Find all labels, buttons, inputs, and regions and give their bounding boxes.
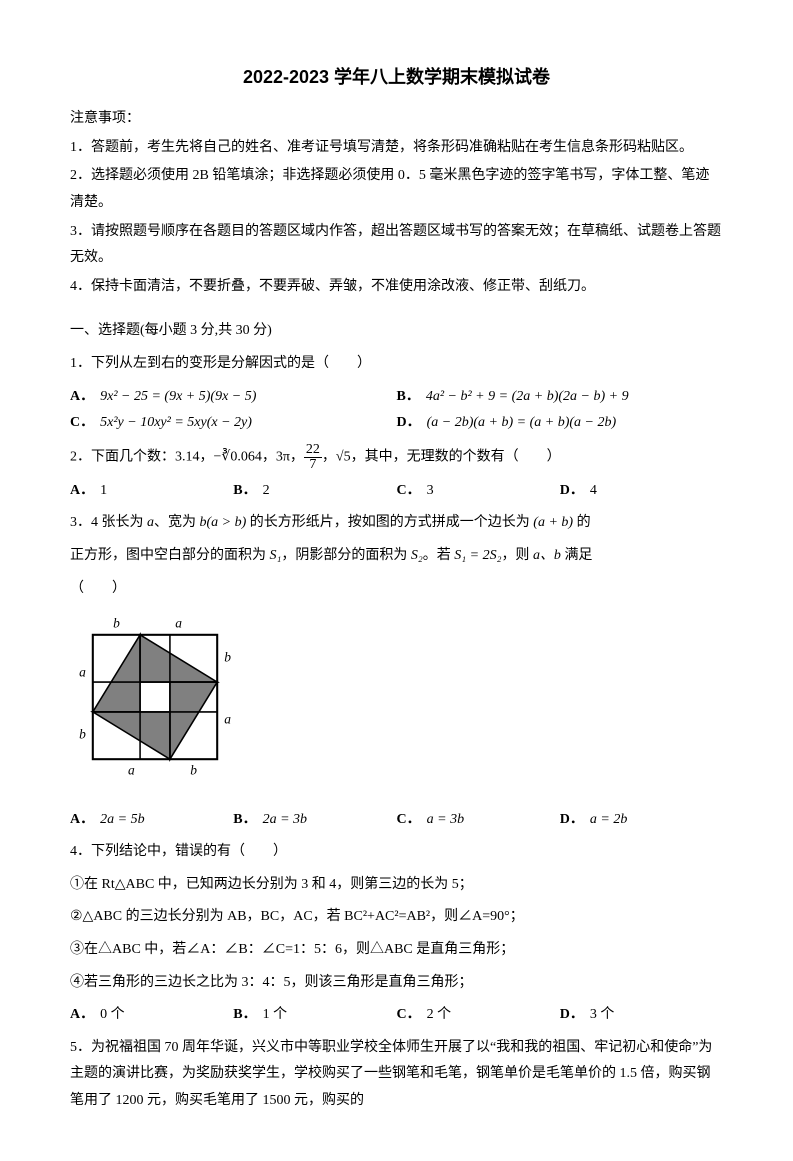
notice-heading: 注意事项： [70, 106, 723, 133]
question-3-options: A．2a = 5b B．2a = 3b C．a = 3b D．a = 2b [70, 807, 723, 834]
svg-text:b: b [79, 727, 86, 742]
notice-item: 3．请按照题号顺序在各题目的答题区域内作答，超出答题区域书写的答案无效；在草稿纸… [70, 219, 723, 272]
option-text: 2a = 3b [263, 812, 307, 827]
option-a: A．2a = 5b [70, 807, 233, 834]
option-b: B．1 个 [233, 1002, 396, 1029]
stem-math: S₁ = 2S₂ [454, 548, 501, 563]
question-2-stem: 2．下面几个数：3.14，−∛0.064，3π，227，√5，其中，无理数的个数… [70, 443, 723, 472]
stem-text: 、宽为 [154, 515, 200, 530]
option-text: a = 3b [427, 812, 464, 827]
option-text: 2 [263, 483, 270, 498]
stem-math: (a + b) [533, 515, 573, 530]
question-3-line2: 正方形，图中空白部分的面积为 S₁，阴影部分的面积为 S₂。若 S₁ = 2S₂… [70, 543, 723, 570]
question-3-figure: b a a b b a a b [70, 612, 723, 793]
page-title: 2022-2023 学年八上数学期末模拟试卷 [70, 60, 723, 94]
svg-text:a: a [79, 665, 86, 680]
stem-math: −∛0.064 [214, 449, 262, 464]
section-heading: 一、选择题(每小题 3 分,共 30 分) [70, 318, 723, 345]
numerator: 22 [304, 443, 322, 458]
stem-text: ，√5，其中，无理数的个数有（ ） [322, 449, 561, 464]
option-c: C．3 [397, 478, 560, 505]
question-4-sub1: ①在 Rt△ABC 中，已知两边长分别为 3 和 4，则第三边的长为 5； [70, 872, 723, 899]
option-text: 3 个 [590, 1007, 615, 1022]
option-a: A．0 个 [70, 1002, 233, 1029]
stem-math: a [147, 515, 154, 530]
square-diagram: b a a b b a a b [70, 612, 240, 782]
question-3-paren: （ ） [70, 576, 723, 603]
stem-math: S₂ [411, 548, 423, 563]
svg-text:b: b [113, 616, 120, 631]
option-d: D．3 个 [560, 1002, 723, 1029]
question-3-line1: 3．4 张长为 a、宽为 b(a > b) 的长方形纸片，按如图的方式拼成一个边… [70, 510, 723, 537]
notice-item: 4．保持卡面清洁，不要折叠，不要弄破、弄皱，不准使用涂改液、修正带、刮纸刀。 [70, 274, 723, 301]
stem-math: a、b [533, 548, 561, 563]
stem-text: ，则 [501, 548, 533, 563]
stem-text: ，3π， [262, 449, 304, 464]
option-text: 2a = 5b [100, 812, 144, 827]
stem-text: 。若 [423, 548, 455, 563]
option-text: 3 [427, 483, 434, 498]
question-4-stem: 4．下列结论中，错误的有（ ） [70, 839, 723, 866]
stem-text: 的长方形纸片，按如图的方式拼成一个边长为 [246, 515, 533, 530]
question-4-options: A．0 个 B．1 个 C．2 个 D．3 个 [70, 1002, 723, 1029]
option-d: D．(a − 2b)(a + b) = (a + b)(a − 2b) [397, 410, 724, 437]
option-b: B．2 [233, 478, 396, 505]
question-1-options: A．9x² − 25 = (9x + 5)(9x − 5) B．4a² − b²… [70, 384, 723, 437]
option-text: 4 [590, 483, 597, 498]
option-text: (a − 2b)(a + b) = (a + b)(a − 2b) [427, 415, 617, 430]
question-2-options: A．1 B．2 C．3 D．4 [70, 478, 723, 505]
stem-text: 2．下面几个数：3.14， [70, 449, 214, 464]
stem-math: S₁ [270, 548, 282, 563]
option-d: D．4 [560, 478, 723, 505]
question-4-sub4: ④若三角形的三边长之比为 3：4：5，则该三角形是直角三角形； [70, 970, 723, 997]
option-text: a = 2b [590, 812, 627, 827]
option-c: C．5x²y − 10xy² = 5xy(x − 2y) [70, 410, 397, 437]
denominator: 7 [304, 458, 322, 472]
option-text: 1 [100, 483, 107, 498]
stem-text: 的 [573, 515, 591, 530]
notice-item: 1．答题前，考生先将自己的姓名、准考证号填写清楚，将条形码准确粘贴在考生信息条形… [70, 135, 723, 162]
stem-text: ，阴影部分的面积为 [281, 548, 411, 563]
option-c: C．2 个 [397, 1002, 560, 1029]
question-4-sub3: ③在△ABC 中，若∠A：∠B：∠C=1：5：6，则△ABC 是直角三角形； [70, 937, 723, 964]
notice-item: 2．选择题必须使用 2B 铅笔填涂；非选择题必须使用 0．5 毫米黑色字迹的签字… [70, 163, 723, 216]
stem-math: b(a > b) [200, 515, 247, 530]
svg-text:b: b [190, 763, 197, 778]
svg-text:a: a [224, 712, 231, 727]
stem-text: 3．4 张长为 [70, 515, 147, 530]
option-b: B．4a² − b² + 9 = (2a + b)(2a − b) + 9 [397, 384, 724, 411]
option-text: 1 个 [263, 1007, 288, 1022]
option-text: 0 个 [100, 1007, 125, 1022]
stem-text: 正方形，图中空白部分的面积为 [70, 548, 270, 563]
svg-text:b: b [224, 650, 231, 665]
stem-text: 满足 [561, 548, 593, 563]
option-text: 5x²y − 10xy² = 5xy(x − 2y) [100, 415, 252, 430]
svg-text:a: a [175, 616, 182, 631]
svg-text:a: a [128, 763, 135, 778]
question-4-sub2: ②△ABC 的三边长分别为 AB，BC，AC，若 BC²+AC²=AB²，则∠A… [70, 904, 723, 931]
option-text: 9x² − 25 = (9x + 5)(9x − 5) [100, 389, 256, 404]
option-text: 4a² − b² + 9 = (2a + b)(2a − b) + 9 [426, 389, 629, 404]
option-b: B．2a = 3b [233, 807, 396, 834]
option-d: D．a = 2b [560, 807, 723, 834]
question-5-text: 5．为祝福祖国 70 周年华诞，兴义市中等职业学校全体师生开展了以“我和我的祖国… [70, 1035, 723, 1115]
fraction: 227 [304, 443, 322, 472]
option-a: A．9x² − 25 = (9x + 5)(9x − 5) [70, 384, 397, 411]
option-a: A．1 [70, 478, 233, 505]
question-1-stem: 1．下列从左到右的变形是分解因式的是（ ） [70, 351, 723, 378]
option-c: C．a = 3b [397, 807, 560, 834]
option-text: 2 个 [427, 1007, 452, 1022]
